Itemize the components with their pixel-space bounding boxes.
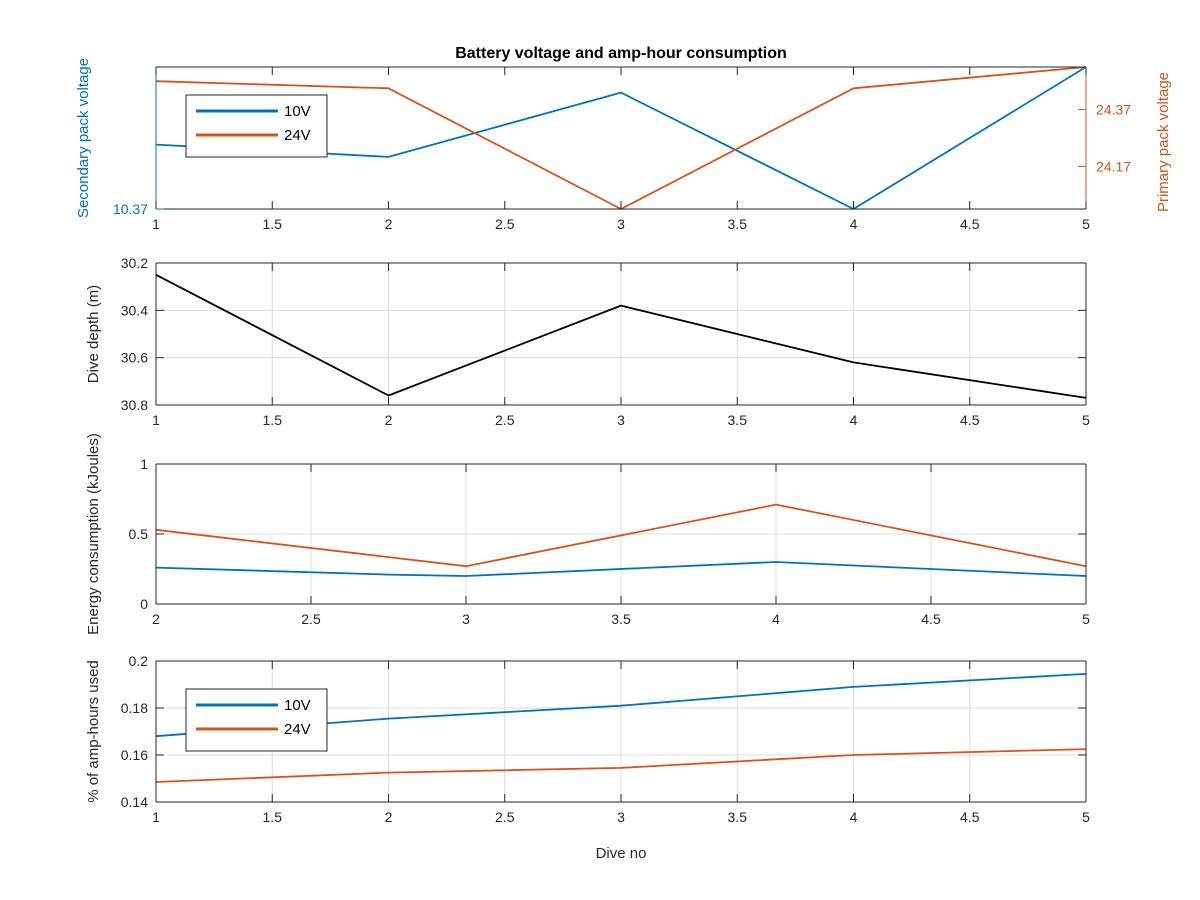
x-tick-label: 5 <box>1082 412 1090 428</box>
series-line-1 <box>155 274 1087 399</box>
x-tick-label: 2 <box>152 611 160 627</box>
figure-title: Battery voltage and amp-hour consumption <box>455 45 787 62</box>
x-tick-label: 4 <box>850 412 858 428</box>
x-tick-label: 1 <box>152 412 160 428</box>
legend-box <box>185 688 328 752</box>
x-tick-label: 5 <box>1082 216 1090 232</box>
y-tick-label: 30.2 <box>121 255 148 271</box>
y-axis-label: Energy consumption (kJoules) <box>85 433 102 635</box>
x-tick-label: 1.5 <box>263 216 283 232</box>
x-tick-label: 2.5 <box>495 809 515 825</box>
y-right-tick-label: 24.37 <box>1096 102 1131 118</box>
x-tick-label: 5 <box>1082 809 1090 825</box>
x-tick-label: 3.5 <box>611 611 631 627</box>
y-tick-label: 0.5 <box>129 526 149 542</box>
y-right-tick-label: 24.17 <box>1096 158 1131 174</box>
y-tick-label: 0.18 <box>121 700 148 716</box>
x-tick-label: 4 <box>850 216 858 232</box>
y-tick-label: 0.14 <box>121 794 148 810</box>
subplot-4: 1 1.5 2 2.5 3 3.5 4 4.5 5 0.14 0.16 0.18 0.2 % of amp… <box>85 653 1090 825</box>
y-right-axis-label: Primary pack voltage <box>1155 72 1172 212</box>
y-tick-label: 30.8 <box>121 397 148 413</box>
legend-label: 24V <box>284 721 311 738</box>
x-tick-label: 4.5 <box>960 809 980 825</box>
x-tick-label: 2 <box>385 809 393 825</box>
legend-label: 10V <box>284 103 311 120</box>
plots: 1 1.5 2 2.5 3 3.5 4 4.5 5 10.37 24.17 24.37 Secondar… <box>75 58 1172 825</box>
legend-label: 24V <box>284 127 311 144</box>
x-tick-label: 1 <box>152 809 160 825</box>
y-axis-label: % of amp-hours used <box>85 660 102 803</box>
y-tick-label: 0.16 <box>121 747 148 763</box>
x-axis-label: Dive no <box>596 845 647 862</box>
x-tick-label: 2.5 <box>301 611 321 627</box>
x-tick-label: 2.5 <box>495 216 515 232</box>
x-tick-label: 2 <box>385 216 393 232</box>
x-tick-label: 4 <box>772 611 780 627</box>
y-tick-label: 1 <box>140 456 148 472</box>
x-tick-label: 3.5 <box>728 216 748 232</box>
x-tick-label: 1.5 <box>263 809 283 825</box>
x-tick-label: 2.5 <box>495 412 515 428</box>
y-axis-label: Secondary pack voltage <box>75 58 92 218</box>
x-tick-label: 1.5 <box>263 412 283 428</box>
y-tick-label: 30.6 <box>121 350 148 366</box>
x-tick-label: 3 <box>617 412 625 428</box>
subplot-1: 1 1.5 2 2.5 3 3.5 4 4.5 5 10.37 24.17 24.37 Secondar… <box>75 58 1172 232</box>
x-tick-label: 3 <box>617 809 625 825</box>
y-tick-label: 0 <box>140 596 148 612</box>
x-tick-label: 4.5 <box>960 412 980 428</box>
x-tick-label: 2 <box>385 412 393 428</box>
y-tick-label: 10.37 <box>113 201 148 217</box>
x-tick-label: 5 <box>1082 611 1090 627</box>
x-tick-label: 3.5 <box>728 412 748 428</box>
subplot-2: 1 1.5 2 2.5 3 3.5 4 4.5 5 30.2 30.4 30.6 30.8 Dive de… <box>85 255 1090 428</box>
x-tick-label: 4.5 <box>960 216 980 232</box>
x-tick-label: 1 <box>152 216 160 232</box>
y-tick-label: 30.4 <box>121 302 148 318</box>
legend-box <box>185 94 328 158</box>
y-axis-label: Dive depth (m) <box>85 285 102 383</box>
x-tick-label: 4.5 <box>921 611 941 627</box>
x-tick-label: 3.5 <box>728 809 748 825</box>
x-tick-label: 3 <box>617 216 625 232</box>
y-tick-label: 0.2 <box>129 653 149 669</box>
legend-label: 10V <box>284 697 311 714</box>
x-tick-label: 4 <box>850 809 858 825</box>
subplot-3: 2 2.5 3 3.5 4 4.5 5 0 0.5 1 Energy consumption (kJ… <box>85 433 1090 635</box>
x-tick-label: 3 <box>462 611 470 627</box>
series-line-24v <box>155 748 1087 783</box>
series-line-1 <box>155 561 1087 577</box>
series-line-2 <box>155 503 1087 568</box>
